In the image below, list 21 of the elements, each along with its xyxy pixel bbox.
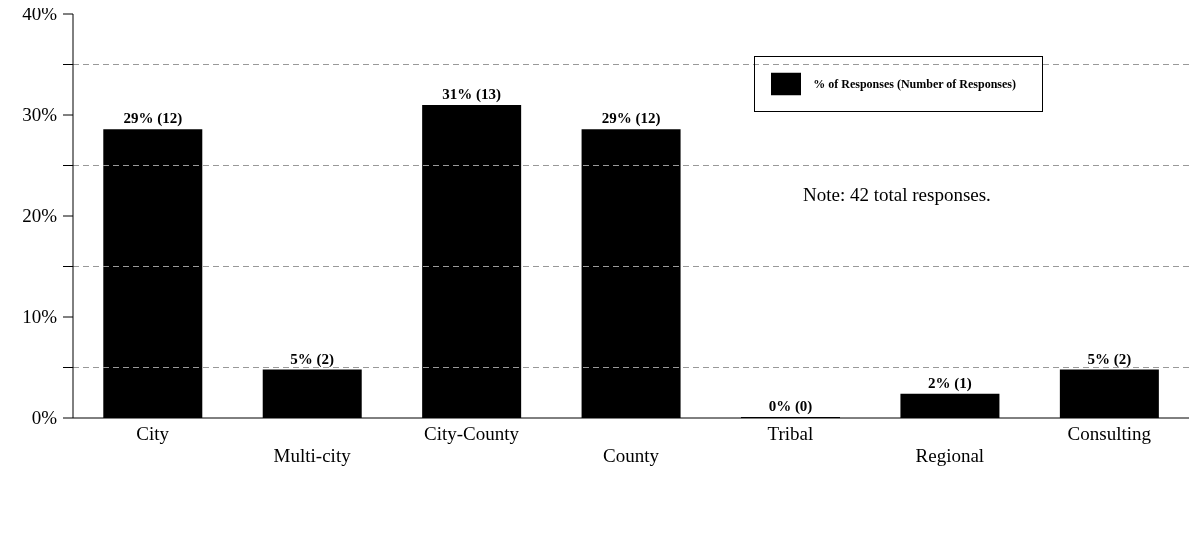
legend-label: % of Responses (Number of Responses): [813, 76, 1016, 91]
data-label: 31% (13): [442, 85, 502, 103]
data-label: 0% (0): [768, 398, 813, 415]
x-tick-label: Multi-city: [273, 445, 352, 466]
data-label: 5% (2): [290, 350, 335, 368]
x-tick-label: Regional: [915, 445, 985, 466]
y-tick-label: 40%: [22, 3, 58, 24]
x-tick-label: Tribal: [767, 423, 814, 444]
data-label: 5% (2): [1087, 350, 1132, 368]
x-tick-label: City: [136, 423, 170, 444]
data-label: 2% (1): [928, 374, 972, 392]
x-tick-label: Consulting: [1067, 423, 1152, 444]
y-tick-label: 0%: [31, 407, 58, 428]
y-tick-label: 20%: [22, 205, 58, 226]
x-tick-label: City-County: [424, 423, 520, 444]
y-tick-label: 30%: [22, 104, 58, 125]
y-tick-label: 10%: [22, 306, 58, 327]
data-label: 29% (12): [601, 110, 661, 128]
x-tick-label: County: [603, 445, 660, 466]
annotation: Note: 42 total responses.: [803, 184, 991, 206]
data-label: 29% (12): [123, 110, 183, 128]
